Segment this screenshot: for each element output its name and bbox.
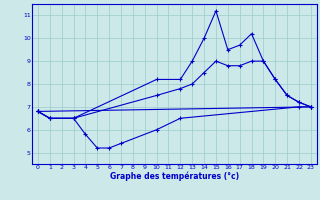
X-axis label: Graphe des températures (°c): Graphe des températures (°c)	[110, 172, 239, 181]
